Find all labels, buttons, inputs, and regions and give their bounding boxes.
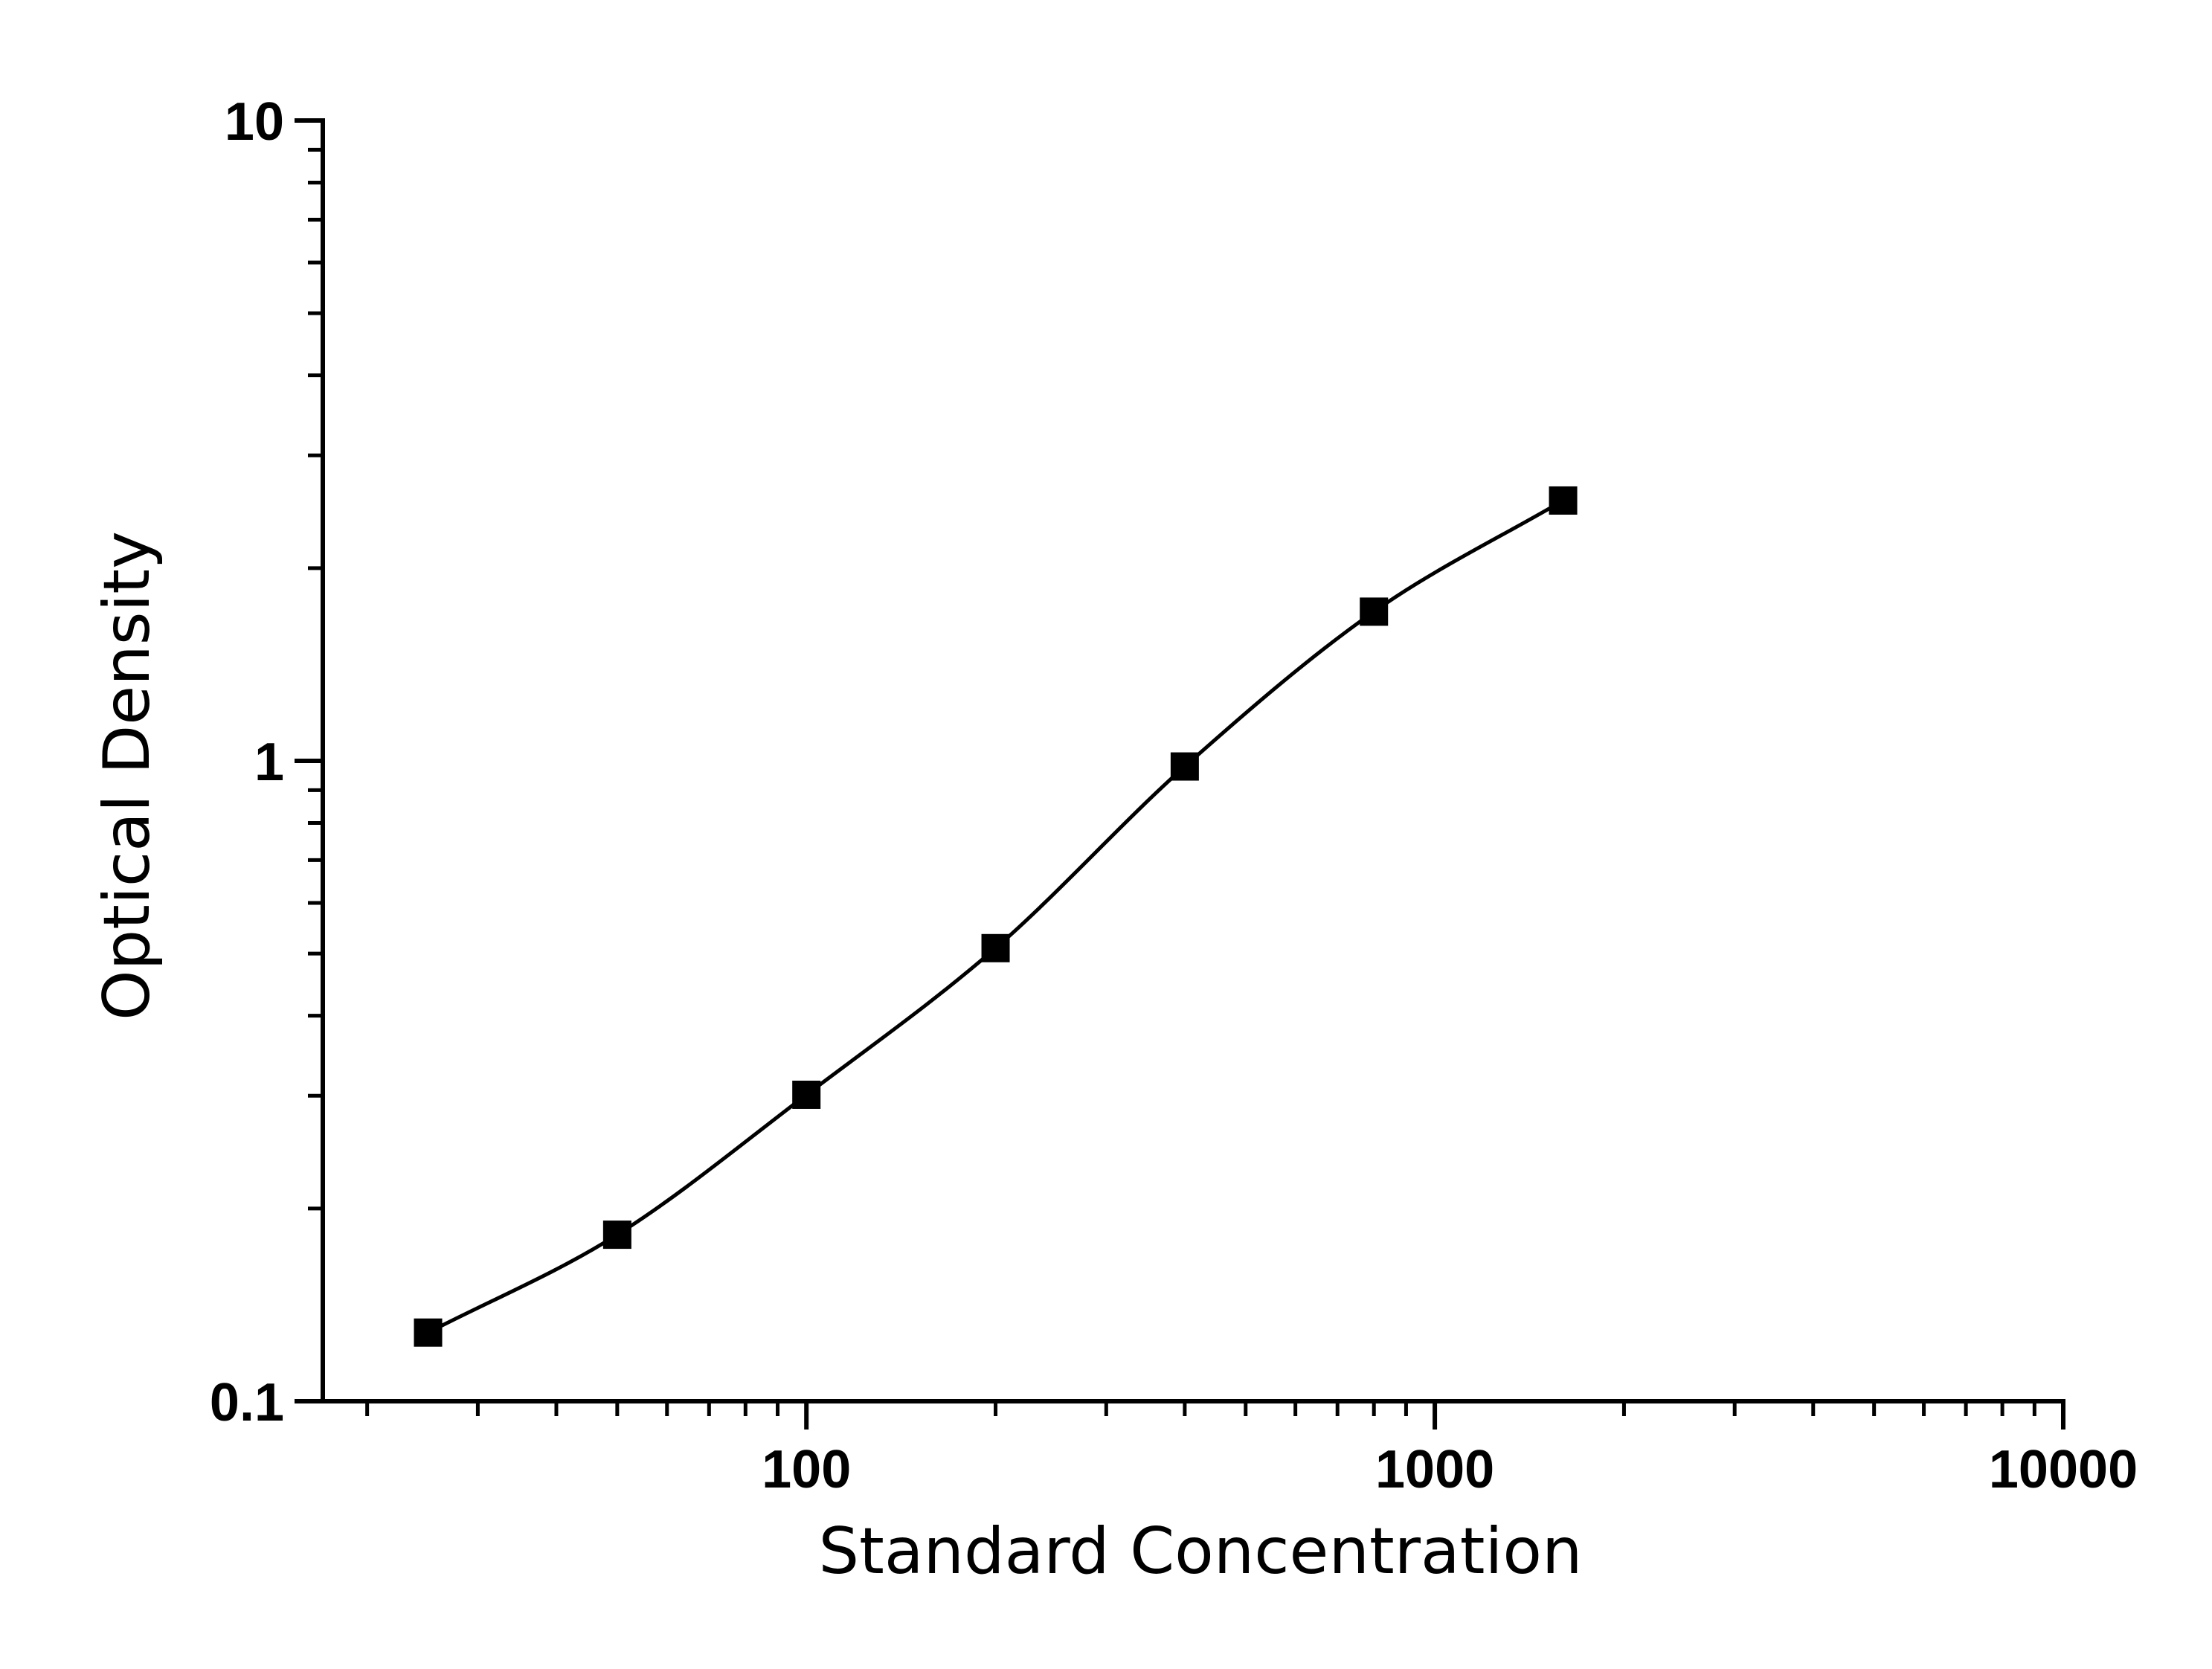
data-point	[414, 1318, 443, 1347]
data-point	[1360, 597, 1389, 626]
data-point	[1170, 752, 1199, 781]
y-axis-title: Optical Density	[90, 531, 164, 1020]
data-point	[792, 1080, 821, 1109]
y-tick-label: 1	[254, 733, 284, 792]
x-tick-label: 1000	[1375, 1440, 1494, 1499]
x-tick-label: 100	[762, 1440, 851, 1499]
major-ticks	[295, 118, 2065, 1430]
data-point	[981, 933, 1010, 962]
y-tick-labels: 0.1 1 10	[210, 92, 284, 1432]
x-tick-labels: 100 1000 10000	[762, 1440, 2138, 1499]
minor-ticks	[308, 147, 2036, 1416]
data-point	[1549, 486, 1578, 515]
x-axis-title: Standard Concentration	[819, 1514, 1583, 1589]
data-point	[602, 1221, 631, 1250]
data-markers	[414, 486, 1578, 1347]
x-tick-label: 10000	[1989, 1440, 2138, 1499]
y-tick-label: 10	[225, 92, 284, 152]
y-tick-label: 0.1	[210, 1373, 284, 1432]
